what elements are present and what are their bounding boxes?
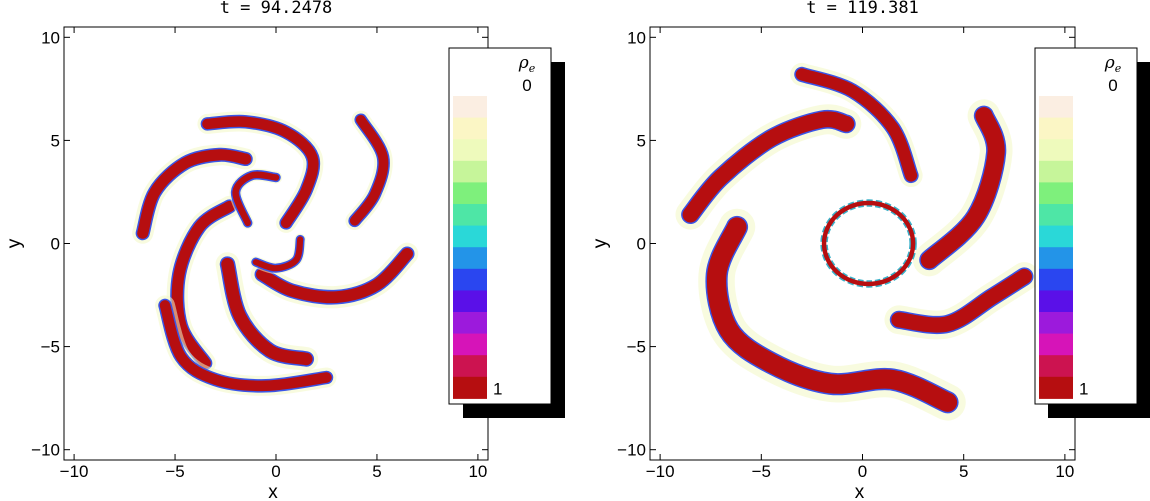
x-tick-label: −5 <box>165 462 184 481</box>
y-tick-label: 0 <box>637 235 646 254</box>
colorbar-swatch <box>453 139 487 162</box>
colorbar-swatch <box>1039 117 1073 140</box>
density-field <box>132 110 419 396</box>
colorbar-bottom-tick: 1 <box>1079 379 1088 398</box>
y-tick-label: −10 <box>31 441 60 460</box>
arm-3 <box>795 68 918 182</box>
colorbar-swatch <box>1039 225 1073 248</box>
colorbar-swatch <box>453 333 487 356</box>
colorbar-swatch <box>453 312 487 335</box>
colorbar-swatch <box>1039 160 1073 183</box>
colorbar-swatch <box>453 182 487 205</box>
x-tick-label: 10 <box>468 462 487 481</box>
colorbar-swatch <box>453 268 487 291</box>
y-tick-label: 10 <box>41 28 60 47</box>
panel-title: t = 119.381 <box>806 0 919 18</box>
colorbar-swatch <box>1039 268 1073 291</box>
arm-6 <box>256 247 414 304</box>
colorbar-top-tick: 0 <box>522 76 531 95</box>
x-tick-label: −10 <box>646 462 675 481</box>
y-tick-label: 5 <box>51 131 60 150</box>
colorbar-swatch <box>1039 204 1073 227</box>
colorbar-swatch <box>1039 376 1073 399</box>
colorbar-swatch <box>453 160 487 183</box>
colorbar-swatch <box>453 96 487 119</box>
colorbar-swatch <box>1039 312 1073 335</box>
y-tick-label: 5 <box>637 131 646 150</box>
arm-1 <box>137 149 252 239</box>
arm-2 <box>706 217 958 412</box>
colorbar-swatch <box>1039 139 1073 162</box>
colorbar-swatch <box>1039 96 1073 119</box>
colorbar-swatch <box>453 204 487 227</box>
colorbar-swatch <box>453 247 487 270</box>
colorbar-top-tick: 0 <box>1108 76 1117 95</box>
colorbar-bottom-tick: 1 <box>493 379 502 398</box>
x-axis-label: x <box>855 482 865 501</box>
colorbar-swatch <box>1039 182 1073 205</box>
arm-2 <box>171 200 236 369</box>
y-tick-label: 10 <box>627 28 646 47</box>
density-field <box>675 62 1039 421</box>
colorbar-swatch <box>453 117 487 140</box>
arm-1 <box>682 111 855 223</box>
arm-4 <box>920 107 1005 269</box>
y-axis-label: y <box>4 238 25 248</box>
x-tick-label: 10 <box>1055 462 1074 481</box>
arm-9 <box>252 236 304 272</box>
colorbar-swatch <box>1039 247 1073 270</box>
x-tick-label: −5 <box>752 462 771 481</box>
arm-7 <box>159 300 332 392</box>
colorbar-swatch <box>453 355 487 378</box>
x-tick-label: 0 <box>271 462 280 481</box>
colorbar-swatch <box>1039 355 1073 378</box>
colorbar-swatch <box>453 225 487 248</box>
colorbar-swatch <box>1039 290 1073 313</box>
y-tick-label: −5 <box>41 338 60 357</box>
arm-5 <box>221 257 313 366</box>
colorbar-swatch <box>453 290 487 313</box>
panel-title: t = 94.2478 <box>220 0 333 18</box>
x-axis-label: x <box>268 482 278 501</box>
central-ring <box>821 200 916 287</box>
arm-5 <box>891 268 1032 333</box>
x-tick-label: −10 <box>60 462 89 481</box>
colorbar-swatch <box>453 376 487 399</box>
y-tick-label: −10 <box>617 441 646 460</box>
y-axis-label: y <box>590 238 611 248</box>
arm-8 <box>232 171 280 227</box>
y-tick-label: 0 <box>51 235 60 254</box>
colorbar-swatch <box>1039 333 1073 356</box>
arm-3 <box>349 114 389 226</box>
arm-4 <box>202 116 319 229</box>
x-tick-label: 5 <box>372 462 381 481</box>
x-tick-label: 5 <box>959 462 968 481</box>
x-tick-label: 0 <box>858 462 867 481</box>
y-tick-label: −5 <box>627 338 646 357</box>
